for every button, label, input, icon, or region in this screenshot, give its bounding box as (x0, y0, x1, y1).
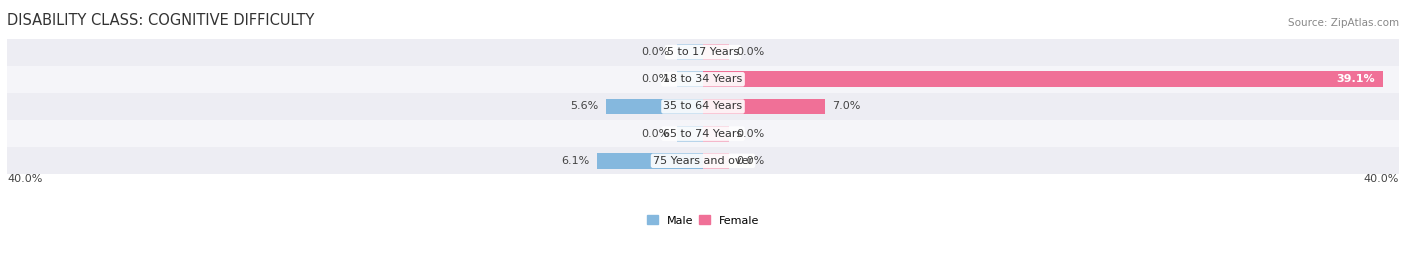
Text: 0.0%: 0.0% (737, 156, 765, 166)
Text: 5.6%: 5.6% (571, 101, 599, 111)
Text: 40.0%: 40.0% (7, 174, 42, 185)
Text: 0.0%: 0.0% (641, 129, 669, 139)
Bar (676, 44, 703, 60)
Bar (598, 153, 703, 169)
Text: 0.0%: 0.0% (641, 74, 669, 84)
Bar (676, 126, 703, 141)
Bar (703, 153, 730, 169)
Bar (7, 147, 1399, 174)
Text: 65 to 74 Years: 65 to 74 Years (664, 129, 742, 139)
Bar (7, 66, 1399, 93)
Text: 5 to 17 Years: 5 to 17 Years (666, 47, 740, 57)
Legend: Male, Female: Male, Female (643, 211, 763, 230)
Bar (7, 120, 1399, 147)
Bar (606, 98, 703, 114)
Text: 40.0%: 40.0% (1364, 174, 1399, 185)
Text: 39.1%: 39.1% (1336, 74, 1375, 84)
Text: DISABILITY CLASS: COGNITIVE DIFFICULTY: DISABILITY CLASS: COGNITIVE DIFFICULTY (7, 13, 315, 28)
Bar (703, 98, 825, 114)
Text: 0.0%: 0.0% (737, 129, 765, 139)
Text: 75 Years and over: 75 Years and over (652, 156, 754, 166)
Text: 6.1%: 6.1% (561, 156, 591, 166)
Text: 0.0%: 0.0% (641, 47, 669, 57)
Bar (703, 126, 730, 141)
Bar (7, 38, 1399, 66)
Bar (703, 71, 1384, 87)
Text: 35 to 64 Years: 35 to 64 Years (664, 101, 742, 111)
Bar (7, 93, 1399, 120)
Text: Source: ZipAtlas.com: Source: ZipAtlas.com (1288, 18, 1399, 28)
Text: 0.0%: 0.0% (737, 47, 765, 57)
Bar (676, 71, 703, 87)
Bar (703, 44, 730, 60)
Text: 7.0%: 7.0% (832, 101, 860, 111)
Text: 18 to 34 Years: 18 to 34 Years (664, 74, 742, 84)
